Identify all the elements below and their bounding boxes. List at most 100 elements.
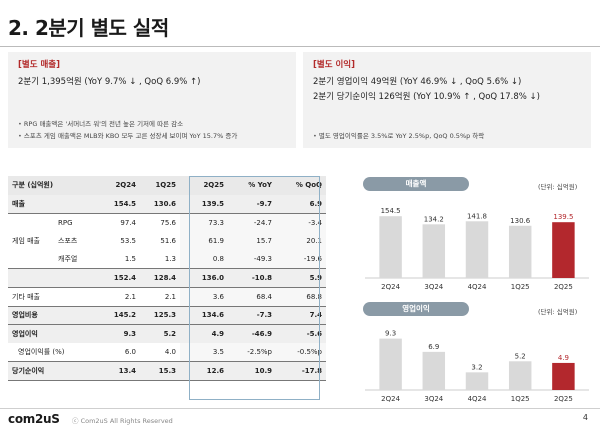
table-row: 152.4 128.4 136.0 -10.8 5.9 xyxy=(8,268,326,289)
profit-bullet: 별도 영업이익률은 3.5%로 YoY 2.5%p, QoQ 0.5%p 하락 xyxy=(313,130,484,140)
x-tick-label: 2Q24 xyxy=(381,395,400,403)
table-cell: 1.5 xyxy=(124,255,136,264)
table-cell: -0.5%p xyxy=(276,343,326,363)
operating-profit-line: 2분기 영업이익 49억원 (YoY 46.9% ↓ , QoQ 5.6% ↓) xyxy=(313,77,522,87)
table-cell: 136.0 xyxy=(180,268,228,289)
table-cell: 0.8 xyxy=(180,250,228,269)
table-cell: 3.5 xyxy=(180,343,228,363)
row-label: 기타 매출 xyxy=(8,287,100,307)
table-cell: 152.4 xyxy=(100,268,140,289)
table-header-cell: % QoQ xyxy=(276,176,326,195)
table-cell: -10.8 xyxy=(228,268,276,289)
table-cell: 2.1 xyxy=(140,287,180,307)
bar-1Q25 xyxy=(508,225,532,278)
revenue-bullet: RPG 매출액은 '서머너즈 워'의 전년 높은 기저에 따른 감소 xyxy=(18,118,237,128)
data-label: 154.5 xyxy=(381,207,401,215)
table-row: 영업이익 9.3 5.2 4.9 -46.9 -5.6 xyxy=(8,324,326,344)
table-cell: 154.5 xyxy=(100,194,140,214)
table-cell: 53.5 xyxy=(120,237,136,246)
revenue-chart: 154.5 2Q24 134.2 3Q24 141.8 4Q24 130.6 1Q25 139.… xyxy=(365,207,589,291)
bar-3Q24 xyxy=(422,351,446,390)
page-title: 2. 2분기 별도 실적 xyxy=(8,16,169,40)
data-label: 3.2 xyxy=(471,363,482,371)
financial-table: 구분 (십억원) 2Q24 1Q25 2Q25 % YoY % QoQ 매출 1… xyxy=(8,176,326,382)
table-cell: -46.9 xyxy=(228,324,276,344)
table-cell: 145.2 xyxy=(100,306,140,326)
row-label: 당기순이익 xyxy=(8,361,100,382)
bar-2Q24 xyxy=(379,338,402,390)
data-label: 139.5 xyxy=(553,213,573,221)
table-header-cell: 구분 (십억원) xyxy=(8,176,100,195)
x-tick-label: 1Q25 xyxy=(511,283,530,291)
operating-profit-chart-title: 영업이익 xyxy=(363,302,469,316)
title-divider xyxy=(0,46,600,47)
table-header-cell: 2Q24 xyxy=(100,176,140,195)
x-tick-label: 4Q24 xyxy=(468,283,487,291)
x-tick-label: 4Q24 xyxy=(468,395,487,403)
bar-2Q24 xyxy=(379,216,402,278)
data-label: 6.9 xyxy=(428,343,439,351)
table-header-row: 구분 (십억원) 2Q24 1Q25 2Q25 % YoY % QoQ xyxy=(8,176,326,195)
x-tick-label: 3Q24 xyxy=(424,395,443,403)
x-tick-label: 2Q25 xyxy=(554,283,573,291)
table-cell: 68.8 xyxy=(276,287,326,307)
bar-4Q24 xyxy=(465,221,489,278)
table-cell: -17.8 xyxy=(276,361,326,382)
table-cell: -2.5%p xyxy=(228,343,276,363)
table-row: 매출 154.5 130.6 139.5 -9.7 6.9 xyxy=(8,194,326,214)
row-label: 게임 매출 xyxy=(12,237,40,246)
footer-divider xyxy=(0,408,600,409)
table-cell: 68.4 xyxy=(228,287,276,307)
net-income-line: 2분기 당기순이익 126억원 (YoY 10.9% ↑ , QoQ 17.8%… xyxy=(313,92,540,102)
table-cell: 51.6 xyxy=(160,237,176,246)
operating-profit-chart-unit: (단위: 십억원) xyxy=(538,308,578,316)
table-row: 당기순이익 13.4 15.3 12.6 10.9 -17.8 xyxy=(8,361,326,382)
table-header-cell: 2Q25 xyxy=(180,176,228,195)
row-label: 영업비용 xyxy=(8,306,100,326)
table-cell: 4.0 xyxy=(140,343,180,363)
data-label: 141.8 xyxy=(467,212,487,220)
page-number: 4 xyxy=(582,413,588,422)
table-cell: 3.6 xyxy=(180,287,228,307)
table-cell: 139.5 xyxy=(180,194,228,214)
company-logo: com2uS xyxy=(8,412,60,426)
row-label: 영업이익 xyxy=(8,324,100,344)
table-cell: 4.9 xyxy=(180,324,228,344)
table-header-cell: 1Q25 xyxy=(140,176,180,195)
revenue-chart-unit: (단위: 십억원) xyxy=(538,183,578,191)
table-row: 캐주얼 1.5 1.3 0.8 -49.3 -19.6 xyxy=(8,250,326,269)
table-row: 영업비용 145.2 125.3 134.6 -7.3 7.4 xyxy=(8,306,326,326)
row-label: 영업이익률 (%) xyxy=(8,343,100,363)
table-cell: 15.7 xyxy=(228,231,276,251)
bar-2Q25 xyxy=(552,222,575,278)
table-row: 스포츠 53.5 51.6 61.9 15.7 20.1 xyxy=(8,231,326,251)
table-cell: 1.3 xyxy=(164,255,176,264)
table-cell: -24.7 xyxy=(228,213,276,232)
table-cell: -19.6 xyxy=(276,250,326,269)
row-sublabel: 캐주얼 xyxy=(58,255,78,264)
revenue-bullet: 스포츠 게임 매출액은 MLB와 KBO 모두 고른 성장세 보이며 YoY 1… xyxy=(18,130,237,140)
operating-profit-chart: 9.3 2Q24 6.9 3Q24 3.2 4Q24 5.2 1Q25 4.9 2Q25 xyxy=(365,330,589,403)
profit-summary-box: [별도 이익] 2분기 영업이익 49억원 (YoY 46.9% ↓ , QoQ… xyxy=(303,52,591,148)
data-label: 4.9 xyxy=(558,354,569,362)
table-cell: 6.9 xyxy=(276,194,326,214)
data-label: 5.2 xyxy=(515,352,526,360)
table-header-cell: % YoY xyxy=(228,176,276,195)
row-label xyxy=(8,268,100,289)
table-cell: 6.0 xyxy=(100,343,140,363)
bar-3Q24 xyxy=(422,224,446,278)
table-cell: 5.2 xyxy=(140,324,180,344)
bar-1Q25 xyxy=(508,361,532,390)
table-cell: -5.6 xyxy=(276,324,326,344)
table-cell: 9.3 xyxy=(100,324,140,344)
row-label: 매출 xyxy=(8,194,100,214)
table-cell: 10.9 xyxy=(228,361,276,382)
revenue-chart-title: 매출액 xyxy=(363,177,469,191)
profit-box-header: [별도 이익] xyxy=(313,60,356,70)
row-sublabel: 스포츠 xyxy=(58,237,78,246)
data-label: 9.3 xyxy=(385,330,396,338)
data-label: 134.2 xyxy=(424,215,444,223)
table-cell: 5.9 xyxy=(276,268,326,289)
table-cell: -9.7 xyxy=(228,194,276,214)
table-cell: -3.4 xyxy=(276,213,326,232)
